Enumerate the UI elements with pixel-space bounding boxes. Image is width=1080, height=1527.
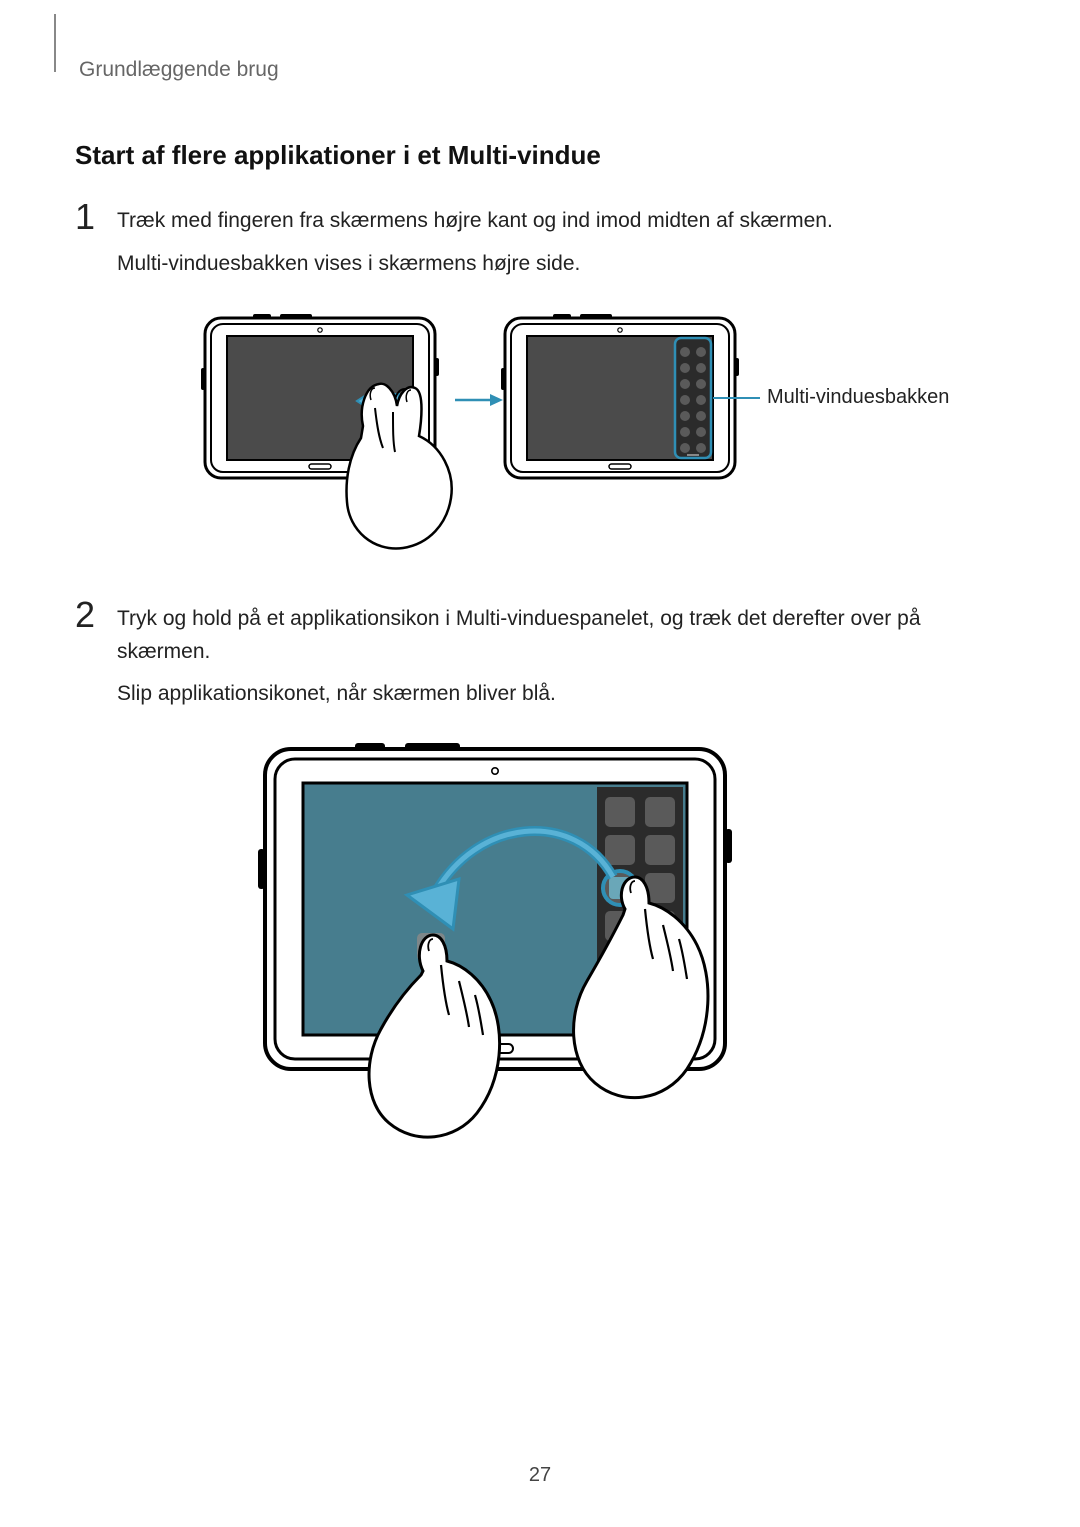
step-text: Træk med fingeren fra skærmens højre kan… [117, 205, 1005, 238]
section-title: Start af flere applikationer i et Multi-… [75, 140, 1005, 171]
step-1: 1 Træk med fingeren fra skærmens højre k… [75, 205, 1005, 290]
step-number: 1 [75, 199, 117, 235]
step-number: 2 [75, 597, 117, 633]
figure-2 [245, 739, 805, 1169]
callout-label: Multi-vinduesbakken [767, 386, 949, 409]
step-text: Slip applikationsikonet, når skærmen bli… [117, 678, 1005, 711]
step-text: Multi-vinduesbakken vises i skærmens høj… [117, 248, 1005, 281]
page-number: 27 [0, 1464, 1080, 1487]
page-header: Grundlæggende brug [79, 58, 1005, 82]
step-2: 2 Tryk og hold på et applikationsikon i … [75, 603, 1005, 721]
figure-1 [135, 308, 915, 558]
step-text: Tryk og hold på et applikationsikon i Mu… [117, 603, 1005, 668]
